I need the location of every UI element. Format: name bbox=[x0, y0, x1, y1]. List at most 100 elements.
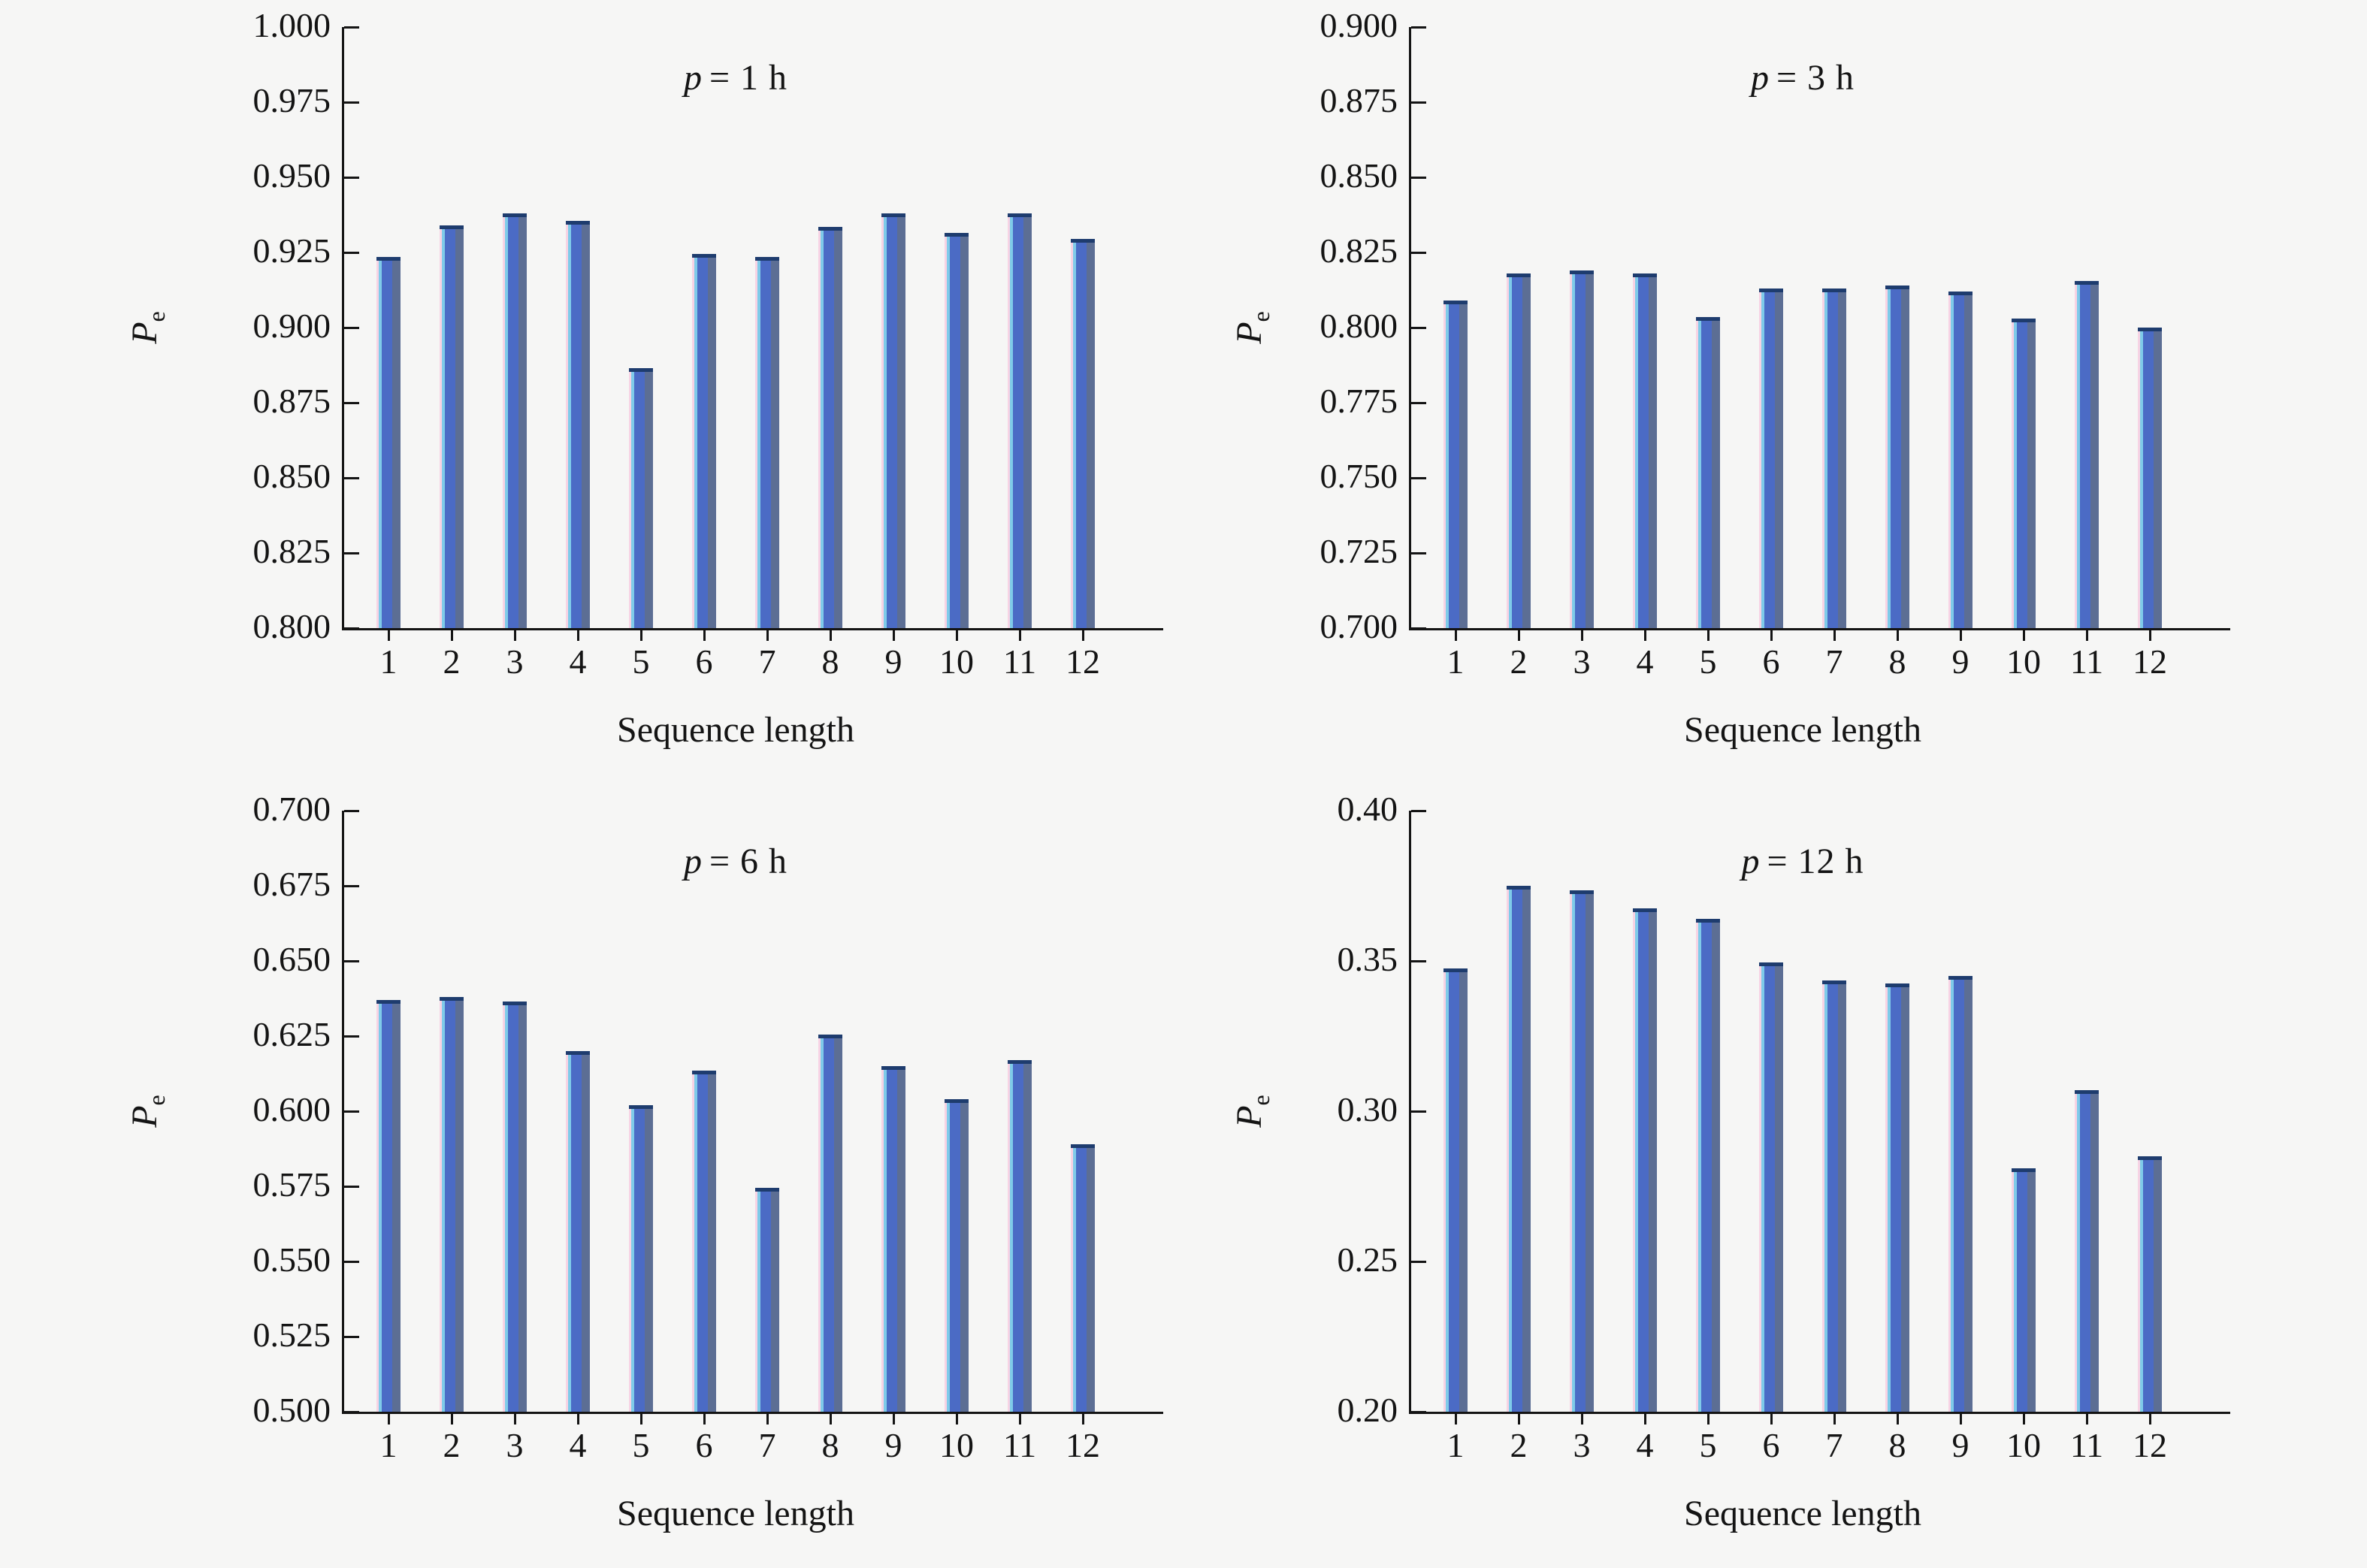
y-axis-tick-label: 1.000 bbox=[252, 6, 331, 45]
bar-seq-9 bbox=[1948, 292, 1972, 628]
x-axis-tick-label: 1 bbox=[1446, 1426, 1465, 1464]
x-axis-tick-label: 2 bbox=[443, 642, 461, 681]
y-axis-tick bbox=[344, 326, 359, 329]
x-axis-tick-label: 7 bbox=[758, 642, 776, 681]
y-axis-tick-label: 0.875 bbox=[252, 382, 331, 421]
title-variable: p bbox=[1750, 58, 1770, 98]
y-axis-tick-label: 0.900 bbox=[252, 307, 331, 346]
y-axis-tick bbox=[344, 1185, 359, 1188]
bar-seq-1 bbox=[376, 1000, 401, 1412]
bar-seq-6 bbox=[1759, 962, 1783, 1412]
x-axis-tick-label: 4 bbox=[1636, 1426, 1654, 1464]
x-axis-tick-label: 11 bbox=[1002, 642, 1037, 681]
bar-seq-11 bbox=[1008, 1060, 1032, 1412]
x-axis-tick bbox=[1454, 630, 1457, 641]
y-axis-tick bbox=[344, 1410, 359, 1413]
plot-title: p = 1 h bbox=[684, 57, 787, 98]
x-axis-tick bbox=[1081, 1414, 1084, 1424]
x-axis-tick-label: 8 bbox=[821, 642, 839, 681]
y-axis-tick bbox=[1411, 101, 1426, 104]
y-axis-tick bbox=[344, 959, 359, 962]
y-axis-tick-label: 0.850 bbox=[1320, 156, 1398, 195]
y-axis-tick-label: 0.30 bbox=[1337, 1090, 1398, 1129]
x-axis-tick bbox=[1081, 630, 1084, 641]
x-axis-tick-label: 7 bbox=[1825, 1426, 1843, 1464]
x-axis-tick-label: 11 bbox=[2069, 1426, 2104, 1464]
plot-area-p-3h: p = 3 h Pe Sequence length 0.700 0.725 0.75… bbox=[1229, 8, 2230, 750]
bar-seq-8 bbox=[1885, 286, 1909, 628]
bar-seq-8 bbox=[1885, 983, 1909, 1412]
x-axis-tick bbox=[2085, 630, 2088, 641]
x-axis-tick bbox=[450, 1414, 453, 1424]
y-axis-tick bbox=[1411, 476, 1426, 479]
x-axis-tick bbox=[1770, 1414, 1773, 1424]
bar-seq-2 bbox=[440, 997, 464, 1412]
y-axis-tick bbox=[344, 627, 359, 630]
x-axis-tick-label: 8 bbox=[1888, 1426, 1906, 1464]
x-axis-tick bbox=[1896, 630, 1899, 641]
title-variable: p bbox=[683, 58, 703, 98]
x-axis-tick-label: 1 bbox=[1446, 642, 1465, 681]
bar-seq-10 bbox=[945, 1099, 969, 1412]
y-axis-tick bbox=[344, 176, 359, 179]
plot-title: p = 3 h bbox=[1751, 57, 1855, 98]
subplot-p-6h: p = 6 h Pe Sequence length 0.500 0.525 0.55… bbox=[0, 784, 1184, 1568]
y-axis-tick bbox=[1411, 401, 1426, 404]
x-axis-tick-label: 7 bbox=[1825, 642, 1843, 681]
y-axis-tick bbox=[344, 1335, 359, 1338]
y-axis-tick-label: 0.525 bbox=[252, 1316, 331, 1355]
y-axis-tick-label: 0.750 bbox=[1320, 457, 1398, 496]
bar-seq-9 bbox=[1948, 976, 1972, 1412]
x-axis-tick-label: 6 bbox=[695, 1426, 713, 1464]
y-axis-label-subscript: e bbox=[1247, 1095, 1274, 1106]
y-axis-tick-label: 0.800 bbox=[1320, 307, 1398, 346]
x-axis-tick bbox=[387, 630, 390, 641]
bar-seq-4 bbox=[1633, 273, 1657, 628]
y-axis-tick bbox=[1411, 627, 1426, 630]
x-axis-tick bbox=[1770, 630, 1773, 641]
x-axis-tick bbox=[576, 1414, 579, 1424]
subplot-p-3h: p = 3 h Pe Sequence length 0.700 0.725 0.75… bbox=[1184, 0, 2367, 784]
x-axis-tick bbox=[639, 1414, 642, 1424]
bar-seq-3 bbox=[1570, 890, 1594, 1412]
bar-seq-7 bbox=[755, 257, 779, 628]
x-axis-tick-label: 8 bbox=[821, 1426, 839, 1464]
x-axis-tick-label: 2 bbox=[1510, 1426, 1528, 1464]
x-axis-tick bbox=[703, 630, 706, 641]
x-axis-tick bbox=[1454, 1414, 1457, 1424]
title-text: = 1 h bbox=[709, 58, 788, 98]
y-axis-label-symbol: P bbox=[1229, 1105, 1270, 1128]
x-axis-label: Sequence length bbox=[1684, 1494, 1921, 1533]
bar-seq-2 bbox=[440, 225, 464, 628]
x-axis-tick-label: 9 bbox=[884, 642, 902, 681]
x-axis-tick-label: 6 bbox=[695, 642, 713, 681]
x-axis-tick-label: 11 bbox=[2069, 642, 2104, 681]
x-axis-tick-label: 3 bbox=[1573, 642, 1591, 681]
bar-seq-10 bbox=[2012, 1168, 2036, 1412]
x-axis-tick-label: 3 bbox=[1573, 1426, 1591, 1464]
bar-seq-4 bbox=[1633, 908, 1657, 1412]
x-axis-tick-label: 5 bbox=[632, 1426, 650, 1464]
y-axis-tick-label: 0.725 bbox=[1320, 532, 1398, 571]
title-variable: p bbox=[683, 841, 703, 881]
bar-seq-7 bbox=[755, 1188, 779, 1412]
x-axis-tick-label: 6 bbox=[1762, 642, 1780, 681]
x-axis-tick bbox=[513, 1414, 516, 1424]
x-axis-tick bbox=[1018, 630, 1021, 641]
x-axis-tick-label: 8 bbox=[1888, 642, 1906, 681]
x-axis-tick-label: 10 bbox=[2006, 1426, 2041, 1464]
x-axis-tick bbox=[513, 630, 516, 641]
y-axis-tick bbox=[1411, 1410, 1426, 1413]
y-axis-tick-label: 0.40 bbox=[1337, 790, 1398, 829]
x-axis-tick bbox=[1896, 1414, 1899, 1424]
x-axis-tick bbox=[1643, 630, 1646, 641]
x-axis-tick bbox=[450, 630, 453, 641]
y-axis-tick bbox=[344, 476, 359, 479]
bar-seq-9 bbox=[881, 1066, 905, 1412]
x-axis-tick bbox=[1517, 630, 1520, 641]
bar-seq-2 bbox=[1507, 273, 1531, 628]
y-axis-tick-label: 0.950 bbox=[252, 156, 331, 195]
bar-seq-11 bbox=[2075, 1090, 2099, 1412]
x-axis-tick-label: 4 bbox=[1636, 642, 1654, 681]
